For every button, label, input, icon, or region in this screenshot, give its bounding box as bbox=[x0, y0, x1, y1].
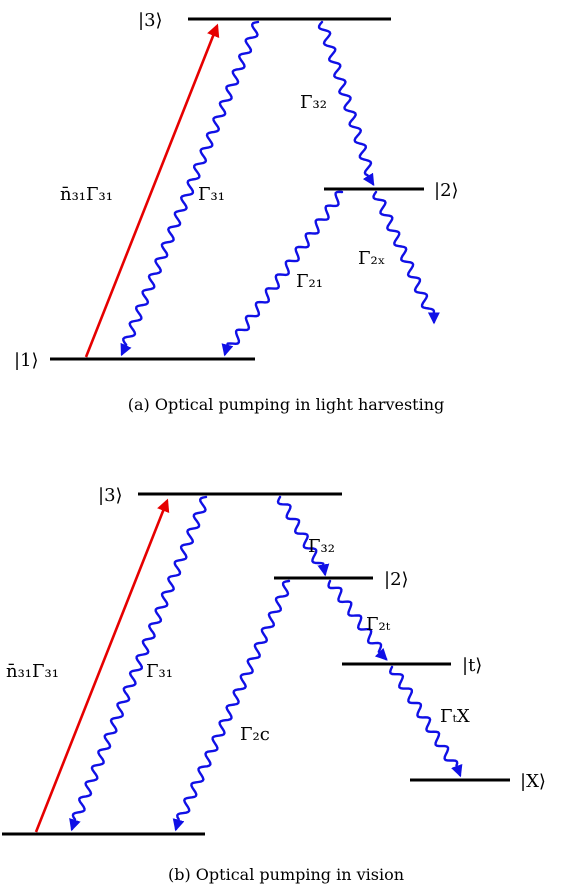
gamma-31-label: Γ₃₁ bbox=[198, 184, 225, 205]
gamma-32-label: Γ₃₂ bbox=[300, 92, 327, 113]
level-2-label: |2⟩ bbox=[384, 569, 409, 590]
decay-tx-arrow bbox=[389, 665, 463, 778]
decay-2t-arrow bbox=[327, 579, 388, 661]
gamma-2x-label: Γ₂ₓ bbox=[358, 248, 385, 269]
pump-arrow bbox=[34, 498, 170, 833]
gamma-32-label: Γ₃₂ bbox=[308, 536, 335, 557]
gamma-31-label: Γ₃₁ bbox=[146, 661, 173, 682]
gamma-21-label: Γ₂₁ bbox=[296, 271, 323, 292]
level-1-label: |1⟩ bbox=[14, 350, 39, 371]
pump-rate-label: n̄₃₁Γ₃₁ bbox=[6, 661, 59, 682]
level-t-label: |t⟩ bbox=[462, 655, 482, 676]
level-x-label: |X⟩ bbox=[520, 771, 546, 792]
level-3-label: |3⟩ bbox=[98, 485, 123, 506]
pump-rate-label: n̄₃₁Γ₃₁ bbox=[60, 184, 113, 205]
panel-a: |3⟩ |2⟩ |1⟩ n̄₃₁Γ₃₁ Γ₃₁ Γ₃₂ Γ₂₁ Γ₂ₓ (a) … bbox=[14, 10, 459, 414]
gamma-2c-label: Γ₂c bbox=[240, 724, 270, 745]
pump-arrow bbox=[84, 23, 220, 358]
caption-a: (a) Optical pumping in light harvesting bbox=[128, 395, 445, 414]
decay-2x-arrow bbox=[372, 190, 440, 325]
gamma-2t-label: Γ₂ₜ bbox=[366, 614, 391, 635]
decay-32-arrow bbox=[276, 495, 330, 577]
level-3-label: |3⟩ bbox=[138, 10, 163, 31]
decay-31-arrow bbox=[120, 20, 260, 357]
caption-b: (b) Optical pumping in vision bbox=[168, 865, 404, 884]
decay-32-arrow bbox=[317, 20, 375, 187]
level-2-label: |2⟩ bbox=[434, 180, 459, 201]
panel-b: |3⟩ |2⟩ |t⟩ |X⟩ n̄₃₁Γ₃₁ Γ₃₁ Γ₃₂ Γ₂ₜ Γ₂c … bbox=[2, 485, 546, 884]
decay-21-arrow bbox=[221, 190, 344, 357]
decay-2c-arrow bbox=[172, 579, 291, 832]
decay-31-arrow bbox=[69, 495, 208, 832]
gamma-tx-label: ΓₜX bbox=[440, 706, 470, 727]
